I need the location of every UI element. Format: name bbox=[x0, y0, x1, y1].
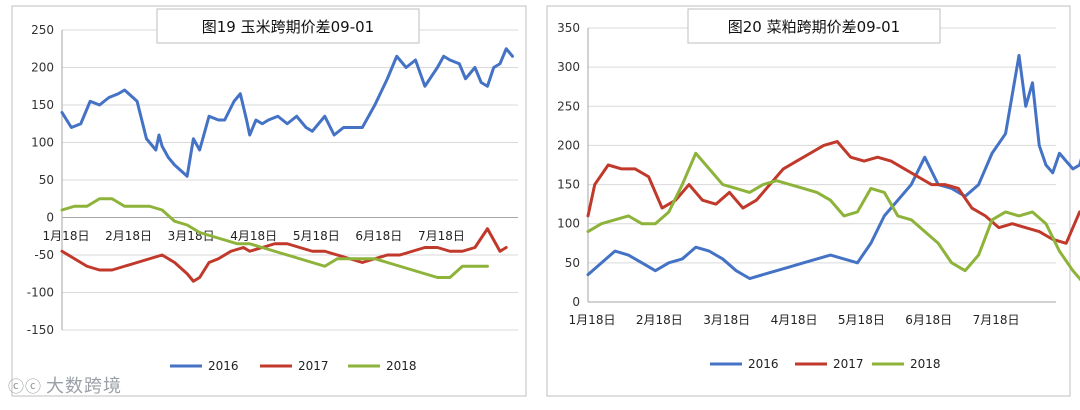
y-tick-label: 0 bbox=[572, 295, 580, 309]
legend-label: 2017 bbox=[298, 359, 329, 373]
title-box bbox=[687, 8, 941, 44]
x-tick-label: 6月18日 bbox=[355, 229, 402, 243]
y-tick-label: 50 bbox=[39, 173, 54, 187]
x-tick-label: 2月18日 bbox=[636, 313, 683, 327]
y-tick-label: 150 bbox=[31, 98, 54, 112]
y-tick-label: 300 bbox=[557, 60, 580, 74]
chart-title: 图20 菜粕跨期价差09-01 bbox=[728, 18, 900, 36]
x-tick-label: 5月18日 bbox=[838, 313, 885, 327]
series-line-2016 bbox=[60, 47, 514, 178]
y-tick-label: 50 bbox=[565, 256, 580, 270]
y-tick-label: -100 bbox=[27, 286, 54, 300]
title-box bbox=[156, 8, 420, 44]
legend-label: 2016 bbox=[208, 359, 239, 373]
chart-border bbox=[11, 5, 527, 397]
chart-rapeseed-meal-svg: 0 50 100 150 200 250 300 350 1月18日 2月18日 3月18日 4月18… bbox=[546, 5, 1080, 397]
y-tick-label: 200 bbox=[557, 138, 580, 152]
legend-label: 2017 bbox=[833, 357, 864, 371]
x-tick-label: 6月18日 bbox=[905, 313, 952, 327]
x-tick-label: 7月18日 bbox=[973, 313, 1020, 327]
y-tick-label: -150 bbox=[27, 323, 54, 337]
watermark: ⓒⓒ 大数跨境 bbox=[8, 372, 122, 398]
y-tick-label: 100 bbox=[557, 217, 580, 231]
chart-corn: -150 -100 -50 0 50 100 150 200 250 1月18日 2月18日 3月18… bbox=[0, 0, 540, 406]
chart-rapeseed-meal: 0 50 100 150 200 250 300 350 1月18日 2月18日 3月18日 4月18… bbox=[540, 0, 1080, 406]
y-tick-label: 100 bbox=[31, 136, 54, 150]
y-tick-label: 350 bbox=[557, 21, 580, 35]
series-line-2017 bbox=[60, 227, 508, 283]
series-line-2018 bbox=[586, 151, 1080, 282]
x-tick-label: 5月18日 bbox=[293, 229, 340, 243]
y-tick-label: 150 bbox=[557, 178, 580, 192]
x-tick-label: 4月18日 bbox=[771, 313, 818, 327]
chart-border bbox=[546, 5, 1071, 397]
y-tick-label: -50 bbox=[34, 248, 54, 262]
series-line-2018 bbox=[60, 197, 489, 279]
y-tick-label: 250 bbox=[557, 99, 580, 113]
series-line-2016 bbox=[586, 53, 1080, 281]
x-tick-label: 1月18日 bbox=[569, 313, 616, 327]
y-tick-label: 250 bbox=[31, 23, 54, 37]
y-tick-label: 0 bbox=[46, 211, 54, 225]
x-tick-label: 1月18日 bbox=[43, 229, 90, 243]
watermark-logo-icon: ⓒⓒ bbox=[8, 377, 43, 396]
legend-label: 2018 bbox=[910, 357, 941, 371]
x-tick-label: 2月18日 bbox=[105, 229, 152, 243]
y-tick-label: 200 bbox=[31, 61, 54, 75]
x-tick-label: 3月18日 bbox=[703, 313, 750, 327]
legend-label: 2016 bbox=[748, 357, 779, 371]
chart-title: 图19 玉米跨期价差09-01 bbox=[202, 18, 374, 36]
watermark-text: 大数跨境 bbox=[46, 376, 123, 397]
x-tick-label: 4月18日 bbox=[230, 229, 277, 243]
x-tick-label: 7月18日 bbox=[418, 229, 465, 243]
legend-label: 2018 bbox=[386, 359, 417, 373]
